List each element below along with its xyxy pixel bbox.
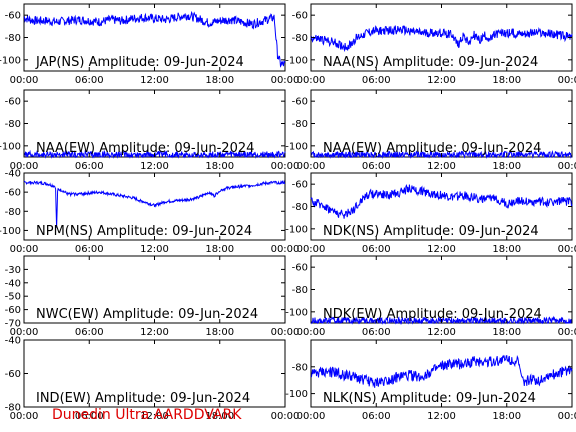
y-tick-label: -100 xyxy=(285,224,308,235)
x-tick-label: 12:00 xyxy=(140,75,169,86)
x-tick-label: 00:00 xyxy=(558,411,576,422)
x-tick-label: 00:00 xyxy=(297,327,326,338)
x-tick-label: 18:00 xyxy=(492,327,521,338)
y-tick-label: -60 xyxy=(292,97,308,108)
y-tick-label: -60 xyxy=(292,180,308,191)
x-tick-label: 00:00 xyxy=(297,75,326,86)
x-tick-label: 12:00 xyxy=(140,161,169,172)
x-tick-label: 00:00 xyxy=(10,411,39,422)
x-tick-label: 00:00 xyxy=(10,161,39,172)
plot-title: NLK(NS) Amplitude: 09-Jun-2024 xyxy=(323,391,536,406)
x-tick-label: 00:00 xyxy=(271,327,300,338)
x-tick-label: 06:00 xyxy=(75,327,104,338)
y-tick-label: -50 xyxy=(5,292,21,303)
y-tick-label: -100 xyxy=(285,55,308,66)
y-tick-label: -60 xyxy=(292,263,308,274)
x-tick-label: 00:00 xyxy=(558,327,576,338)
x-tick-label: 06:00 xyxy=(362,327,391,338)
x-tick-label: 12:00 xyxy=(427,161,456,172)
y-tick-label: -80 xyxy=(292,285,308,296)
x-tick-label: 00:00 xyxy=(271,244,300,255)
x-tick-label: 06:00 xyxy=(362,161,391,172)
x-tick-label: 00:00 xyxy=(271,161,300,172)
plot-title: NWC(EW) Amplitude: 09-Jun-2024 xyxy=(36,307,258,322)
plot-title: NAA(NS) Amplitude: 09-Jun-2024 xyxy=(323,55,538,70)
y-tick-label: -100 xyxy=(285,307,308,318)
x-tick-label: 00:00 xyxy=(10,75,39,86)
x-tick-label: 00:00 xyxy=(558,161,576,172)
x-tick-label: 12:00 xyxy=(427,327,456,338)
x-tick-label: 00:00 xyxy=(297,411,326,422)
y-tick-label: -30 xyxy=(5,265,21,276)
x-tick-label: 00:00 xyxy=(297,161,326,172)
y-tick-label: -60 xyxy=(5,305,21,316)
y-tick-label: -60 xyxy=(5,97,21,108)
y-tick-label: -40 xyxy=(5,169,21,180)
y-tick-label: -100 xyxy=(0,226,21,237)
x-tick-label: 06:00 xyxy=(362,75,391,86)
x-tick-label: 00:00 xyxy=(271,411,300,422)
x-tick-label: 06:00 xyxy=(75,75,104,86)
x-tick-label: 18:00 xyxy=(205,411,234,422)
trace-line xyxy=(310,184,573,219)
x-tick-label: 12:00 xyxy=(427,411,456,422)
footer-label: Dunedin Ultra AARDDVARK xyxy=(52,407,242,423)
x-tick-label: 12:00 xyxy=(427,244,456,255)
plot-title: NDK(EW) Amplitude: 09-Jun-2024 xyxy=(323,307,542,322)
x-tick-label: 00:00 xyxy=(10,327,39,338)
x-tick-label: 06:00 xyxy=(362,244,391,255)
x-tick-label: 06:00 xyxy=(75,411,104,422)
x-tick-label: 12:00 xyxy=(140,411,169,422)
y-tick-label: -80 xyxy=(292,119,308,130)
x-tick-label: 00:00 xyxy=(271,75,300,86)
y-tick-label: -100 xyxy=(0,141,21,152)
y-tick-label: -80 xyxy=(292,362,308,373)
y-tick-label: -80 xyxy=(5,33,21,44)
y-tick-label: -60 xyxy=(5,188,21,199)
x-tick-label: 18:00 xyxy=(205,327,234,338)
x-tick-label: 12:00 xyxy=(140,327,169,338)
x-tick-label: 18:00 xyxy=(492,411,521,422)
x-tick-label: 06:00 xyxy=(75,161,104,172)
plot-title: NAA(EW) Amplitude: 09-Jun-2024 xyxy=(323,141,541,156)
x-tick-label: 18:00 xyxy=(205,244,234,255)
plot-title: JAP(NS) Amplitude: 09-Jun-2024 xyxy=(35,55,244,70)
x-tick-label: 18:00 xyxy=(492,75,521,86)
x-tick-label: 18:00 xyxy=(205,75,234,86)
y-tick-label: -60 xyxy=(5,11,21,22)
x-tick-label: 18:00 xyxy=(492,244,521,255)
y-tick-label: -80 xyxy=(5,403,21,414)
x-tick-label: 00:00 xyxy=(558,75,576,86)
y-tick-label: -80 xyxy=(292,202,308,213)
y-tick-label: -80 xyxy=(292,33,308,44)
y-tick-label: -40 xyxy=(5,278,21,289)
plot-title: NDK(NS) Amplitude: 09-Jun-2024 xyxy=(323,224,539,239)
x-tick-label: 06:00 xyxy=(75,244,104,255)
plot-title: IND(EW) Amplitude: 09-Jun-2024 xyxy=(36,391,250,406)
y-tick-label: -100 xyxy=(0,55,21,66)
x-tick-label: 00:00 xyxy=(558,244,576,255)
plot-title: NAA(EW) Amplitude: 09-Jun-2024 xyxy=(36,141,254,156)
trace-line xyxy=(23,179,286,228)
trace-line xyxy=(310,25,573,53)
x-tick-label: 18:00 xyxy=(205,161,234,172)
y-tick-label: -80 xyxy=(5,207,21,218)
trace-line xyxy=(310,354,573,388)
y-tick-label: -100 xyxy=(285,141,308,152)
y-tick-label: -100 xyxy=(285,389,308,400)
x-tick-label: 18:00 xyxy=(492,161,521,172)
y-tick-label: -60 xyxy=(292,11,308,22)
x-tick-label: 12:00 xyxy=(427,75,456,86)
x-tick-label: 00:00 xyxy=(10,244,39,255)
y-tick-label: -40 xyxy=(5,336,21,347)
x-tick-label: 00:00 xyxy=(297,244,326,255)
x-tick-label: 12:00 xyxy=(140,244,169,255)
x-tick-label: 06:00 xyxy=(362,411,391,422)
plot-title: NPM(NS) Amplitude: 09-Jun-2024 xyxy=(36,224,252,239)
trace-line xyxy=(23,10,286,68)
y-tick-label: -70 xyxy=(5,319,21,330)
y-tick-label: -80 xyxy=(5,119,21,130)
y-tick-label: -60 xyxy=(5,369,21,380)
